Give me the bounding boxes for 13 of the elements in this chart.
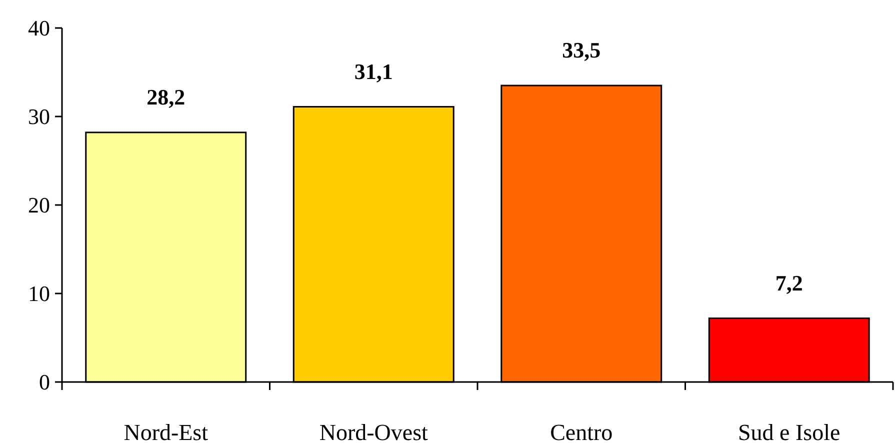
data-label: 28,2 — [146, 84, 186, 110]
data-label: 7,2 — [775, 270, 803, 296]
y-tick-label: 30 — [28, 104, 50, 130]
data-label: 31,1 — [354, 58, 393, 84]
data-label: 33,5 — [562, 38, 601, 63]
x-tick-label: Nord-Ovest — [319, 420, 429, 443]
x-tick-label: Sud e Isole — [738, 420, 840, 443]
x-tick-label: Centro — [550, 420, 613, 443]
y-tick-label: 0 — [39, 370, 50, 395]
y-tick-label: 20 — [28, 192, 50, 218]
y-tick-label: 40 — [28, 16, 50, 41]
y-tick-label: 10 — [28, 281, 50, 306]
x-tick-label: Nord-Est — [124, 420, 209, 443]
